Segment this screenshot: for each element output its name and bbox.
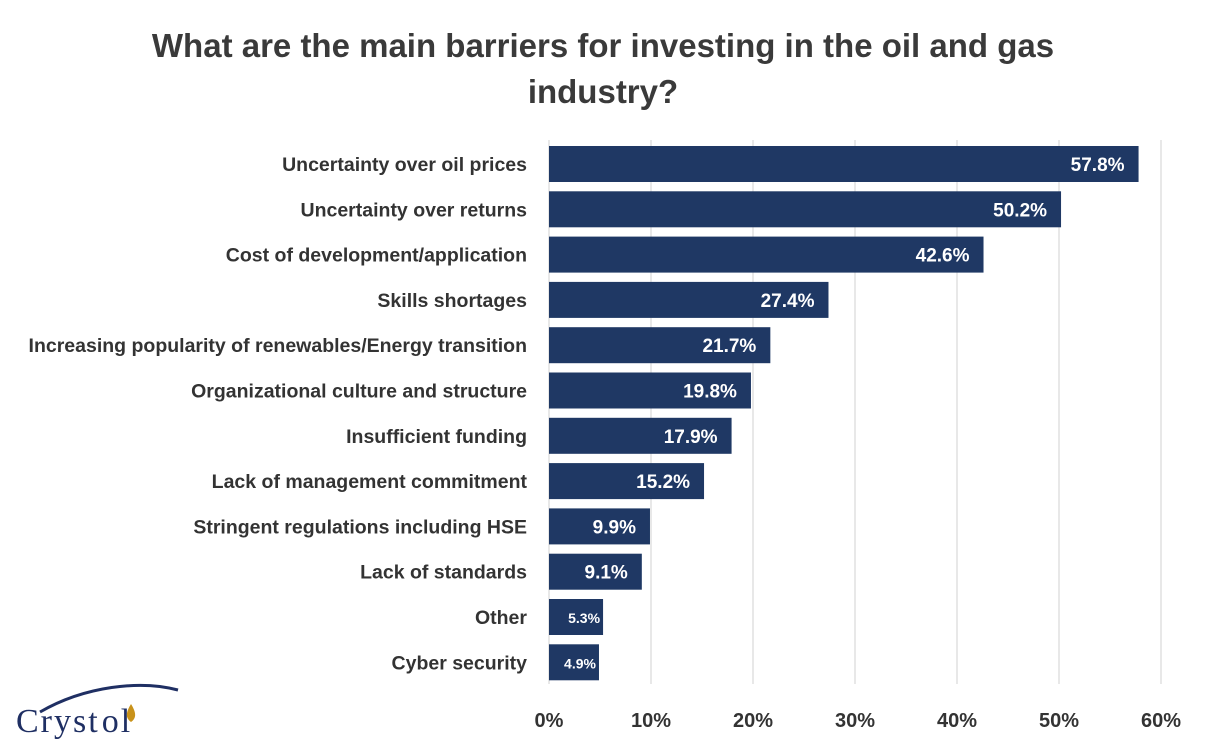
bar bbox=[549, 417, 732, 454]
bar-value-label: 50.2% bbox=[993, 200, 1047, 221]
bar-value-label: 21.7% bbox=[702, 336, 756, 357]
bar-value-label: 17.9% bbox=[664, 427, 718, 448]
category-label: Increasing popularity of renewables/Ener… bbox=[29, 335, 527, 357]
category-label: Lack of management commitment bbox=[212, 471, 528, 493]
x-tick-label: 60% bbox=[1141, 710, 1181, 732]
chart-title: What are the main barriers for investing… bbox=[152, 27, 1054, 110]
category-label: Cost of development/application bbox=[226, 245, 527, 267]
category-label: Skills shortages bbox=[377, 290, 527, 312]
logo-drop-icon bbox=[126, 704, 136, 722]
category-label: Uncertainty over returns bbox=[301, 199, 528, 221]
x-tick-label: 30% bbox=[835, 710, 875, 732]
category-label: Insufficient funding bbox=[346, 426, 527, 448]
x-tick-label: 40% bbox=[937, 710, 977, 732]
category-label: Organizational culture and structure bbox=[191, 381, 527, 403]
category-labels: Uncertainty over oil prices Uncertainty o… bbox=[29, 154, 528, 674]
bar-value-label: 15.2% bbox=[636, 472, 690, 493]
category-label: Other bbox=[475, 607, 527, 629]
bar bbox=[549, 599, 604, 635]
bar-value-label: 27.4% bbox=[761, 291, 815, 312]
bar bbox=[549, 644, 599, 681]
bar bbox=[549, 236, 984, 273]
bar-value-label: 5.3% bbox=[568, 610, 600, 626]
bar bbox=[549, 372, 751, 409]
bar bbox=[549, 327, 771, 364]
x-tick-label: 10% bbox=[631, 710, 671, 732]
chart-title-line-1: What are the main barriers for investing… bbox=[152, 27, 1054, 64]
bar-value-label: 42.6% bbox=[916, 246, 970, 267]
bar bbox=[549, 463, 705, 500]
bar-value-label: 57.8% bbox=[1071, 155, 1125, 176]
x-tick-label: 50% bbox=[1039, 710, 1079, 732]
x-tick-label: 0% bbox=[535, 710, 564, 732]
bar bbox=[549, 146, 1139, 182]
category-label: Stringent regulations including HSE bbox=[193, 516, 527, 538]
category-label: Uncertainty over oil prices bbox=[282, 154, 527, 176]
category-label: Lack of standards bbox=[360, 562, 527, 584]
logo-o-drop: o bbox=[102, 703, 121, 740]
x-tick-label: 20% bbox=[733, 710, 773, 732]
logo-text-start: Cryst bbox=[16, 703, 100, 740]
bar-value-label: 9.9% bbox=[593, 517, 636, 538]
crystol-logo: Crystol bbox=[16, 683, 179, 740]
svg-text:Crystol: Crystol bbox=[16, 703, 132, 740]
bar-value-label: 19.8% bbox=[683, 382, 737, 403]
chart-title-line-2: industry? bbox=[528, 73, 678, 110]
category-label: Cyber security bbox=[392, 652, 528, 674]
logo-swoosh bbox=[39, 683, 179, 714]
logo-text-end: l bbox=[121, 703, 132, 740]
gridlines bbox=[548, 140, 1162, 684]
bar bbox=[549, 281, 829, 318]
bar-value-label: 4.9% bbox=[564, 655, 596, 671]
bars: 57.8% 50.2% 42.6% 27.4% 21.7% 19.8% 17.9% 15.2%… bbox=[549, 146, 1139, 681]
bar bbox=[549, 191, 1062, 228]
bar-value-label: 9.1% bbox=[585, 563, 628, 584]
bar bbox=[549, 553, 642, 590]
bar bbox=[549, 508, 650, 545]
x-axis-tick-labels: 0% 10% 20% 30% 40% 50% 60% bbox=[535, 710, 1182, 732]
